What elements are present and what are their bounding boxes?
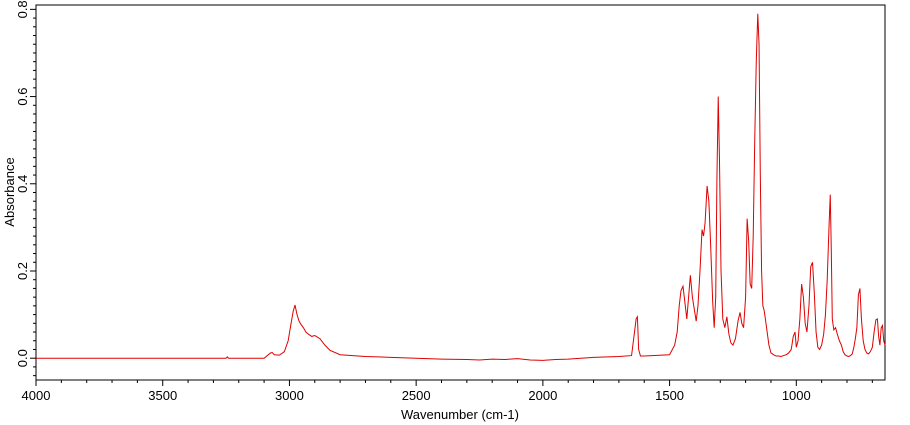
y-axis-ticks: 0.0 0.2 0.4 0.6 0.8	[15, 0, 36, 377]
x-axis-ticks: 4000 3500 3000 2500 2000 1500 1000	[22, 380, 873, 403]
plot-frame	[35, 4, 886, 381]
y-tick-label: 0.6	[15, 88, 30, 106]
y-tick-label: 0.8	[15, 0, 30, 18]
x-tick-label: 3500	[148, 388, 177, 403]
y-tick-label: 0.0	[15, 349, 30, 367]
x-tick-label: 1000	[782, 388, 811, 403]
x-tick-label: 3000	[275, 388, 304, 403]
x-tick-label: 2500	[402, 388, 431, 403]
x-axis-title: Wavenumber (cm-1)	[401, 407, 519, 422]
x-tick-label: 2000	[528, 388, 557, 403]
x-tick-label: 1500	[655, 388, 684, 403]
series-line	[36, 13, 886, 361]
x-tick-label: 4000	[22, 388, 51, 403]
y-tick-label: 0.4	[15, 175, 30, 193]
y-tick-label: 0.2	[15, 262, 30, 280]
y-axis-title: Absorbance	[2, 157, 17, 226]
